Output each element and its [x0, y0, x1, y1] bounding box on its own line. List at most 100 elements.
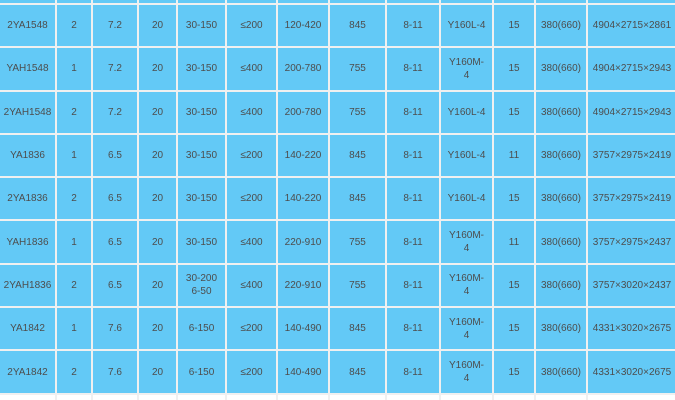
- cell-text: 200-780: [284, 63, 322, 75]
- cell-r1-c13: 4904×2715×2861: [588, 5, 675, 47]
- cell-r7-c6: ≤400: [227, 264, 276, 307]
- cell-r6-c8: 755: [330, 221, 385, 263]
- cell-r3-c1: 2YAH1548: [0, 91, 55, 133]
- cell-text: Y160M-4: [448, 230, 484, 255]
- cell-text: Y160L-4: [447, 106, 486, 118]
- cell-text: 140-490: [284, 323, 322, 335]
- cell-r6-c4: 20: [139, 221, 176, 263]
- cell-r9-c11: 15: [494, 351, 534, 393]
- cell-r1-c6: ≤200: [227, 5, 276, 47]
- cell-r1-c8: 845: [330, 5, 385, 47]
- cell-r5-c12: 380(660): [536, 178, 586, 220]
- cell-text: 15: [508, 193, 520, 205]
- cell-text: 20: [151, 150, 164, 162]
- cell-r4-c5: 30-150: [178, 134, 225, 177]
- cell-text: 30-150: [185, 20, 218, 32]
- cell-r4-c6: ≤200: [227, 134, 276, 177]
- cell-text: 20: [151, 279, 164, 291]
- cell-text: 3757×2975×2419: [592, 193, 672, 205]
- cell-text: 30-150: [185, 63, 218, 75]
- cell-r9-c5: 6-150: [178, 351, 225, 393]
- cell-r4-c11: 11: [494, 134, 534, 177]
- cell-text: 3757×2975×2419: [592, 150, 672, 162]
- cell-r6-c2: 1: [57, 221, 91, 263]
- cell-text: 380(660): [540, 279, 582, 291]
- partial-row-bottom-cell: [330, 394, 385, 400]
- cell-text: Y160M-4: [448, 360, 484, 385]
- cell-text: Y160L-4: [447, 193, 486, 205]
- cell-r7-c1: 2YAH1836: [0, 264, 55, 307]
- cell-text: 15: [508, 63, 520, 75]
- cell-text: 845: [349, 150, 366, 162]
- cell-r7-c12: 380(660): [536, 264, 586, 307]
- cell-r8-c11: 15: [494, 308, 534, 350]
- cell-r2-c6: ≤400: [227, 48, 276, 90]
- cell-r5-c7: 140-220: [278, 178, 328, 220]
- cell-text: 20: [151, 20, 164, 32]
- cell-text: 6.5: [108, 236, 122, 248]
- cell-r1-c1: 2YA1548: [0, 5, 55, 47]
- cell-r1-c5: 30-150: [178, 5, 225, 47]
- cell-text: 30-150: [185, 106, 218, 118]
- cell-r9-c2: 2: [57, 351, 91, 393]
- cell-r7-c10: Y160M-4: [441, 264, 492, 307]
- cell-r3-c13: 4904×2715×2943: [588, 91, 675, 133]
- cell-text: 140-220: [284, 193, 322, 205]
- cell-r5-c3: 6.5: [93, 178, 137, 220]
- partial-row-top-cell: [227, 0, 276, 3]
- cell-r3-c10: Y160L-4: [441, 91, 492, 133]
- cell-text: 1: [71, 150, 77, 162]
- cell-r7-c11: 15: [494, 264, 534, 307]
- cell-text: 380(660): [540, 323, 582, 335]
- cell-r2-c8: 755: [330, 48, 385, 90]
- cell-r5-c8: 845: [330, 178, 385, 220]
- cell-r9-c4: 20: [139, 351, 176, 393]
- cell-text: 8-11: [403, 20, 423, 32]
- cell-r3-c2: 2: [57, 91, 91, 133]
- cell-r8-c9: 8-11: [387, 308, 439, 350]
- partial-row-bottom-cell: [278, 394, 328, 400]
- cell-text: 8-11: [403, 63, 423, 75]
- partial-row-top-cell: [441, 0, 492, 3]
- cell-text: 6-150: [188, 366, 215, 378]
- cell-r1-c10: Y160L-4: [441, 5, 492, 47]
- cell-r5-c2: 2: [57, 178, 91, 220]
- cell-r4-c3: 6.5: [93, 134, 137, 177]
- cell-text: ≤200: [240, 20, 263, 32]
- cell-text: ≤200: [240, 150, 263, 162]
- cell-text: 200-780: [284, 106, 322, 118]
- cell-text: ≤200: [240, 366, 263, 378]
- cell-r2-c3: 7.2: [93, 48, 137, 90]
- partial-row-bottom-cell: [588, 394, 675, 400]
- cell-r7-c7: 220-910: [278, 264, 328, 307]
- partial-row-top-cell: [278, 0, 328, 3]
- cell-r1-c11: 15: [494, 5, 534, 47]
- cell-r8-c10: Y160M-4: [441, 308, 492, 350]
- cell-text: 4904×2715×2943: [592, 63, 672, 75]
- cell-text: 6.5: [108, 279, 122, 291]
- cell-text: 20: [151, 63, 164, 75]
- cell-r6-c9: 8-11: [387, 221, 439, 263]
- cell-r2-c5: 30-150: [178, 48, 225, 90]
- cell-r7-c3: 6.5: [93, 264, 137, 307]
- cell-text: 2YAH1836: [3, 279, 52, 291]
- cell-text: 7.6: [108, 366, 122, 378]
- cell-r9-c3: 7.6: [93, 351, 137, 393]
- cell-r3-c9: 8-11: [387, 91, 439, 133]
- cell-text: ≤400: [240, 236, 263, 248]
- cell-r9-c7: 140-490: [278, 351, 328, 393]
- cell-r4-c9: 8-11: [387, 134, 439, 177]
- cell-r3-c6: ≤400: [227, 91, 276, 133]
- cell-text: 8-11: [403, 150, 423, 162]
- cell-text: 11: [508, 236, 520, 248]
- cell-r2-c4: 20: [139, 48, 176, 90]
- cell-r4-c13: 3757×2975×2419: [588, 134, 675, 177]
- cell-text: Y160L-4: [447, 20, 486, 32]
- cell-r5-c1: 2YA1836: [0, 178, 55, 220]
- cell-r1-c7: 120-420: [278, 5, 328, 47]
- cell-r7-c5: 30-200 6-50: [178, 264, 225, 307]
- cell-text: 8-11: [403, 279, 423, 291]
- cell-text: 2YA1836: [7, 193, 48, 205]
- cell-text: 3757×3020×2437: [592, 279, 672, 291]
- cell-r6-c11: 11: [494, 221, 534, 263]
